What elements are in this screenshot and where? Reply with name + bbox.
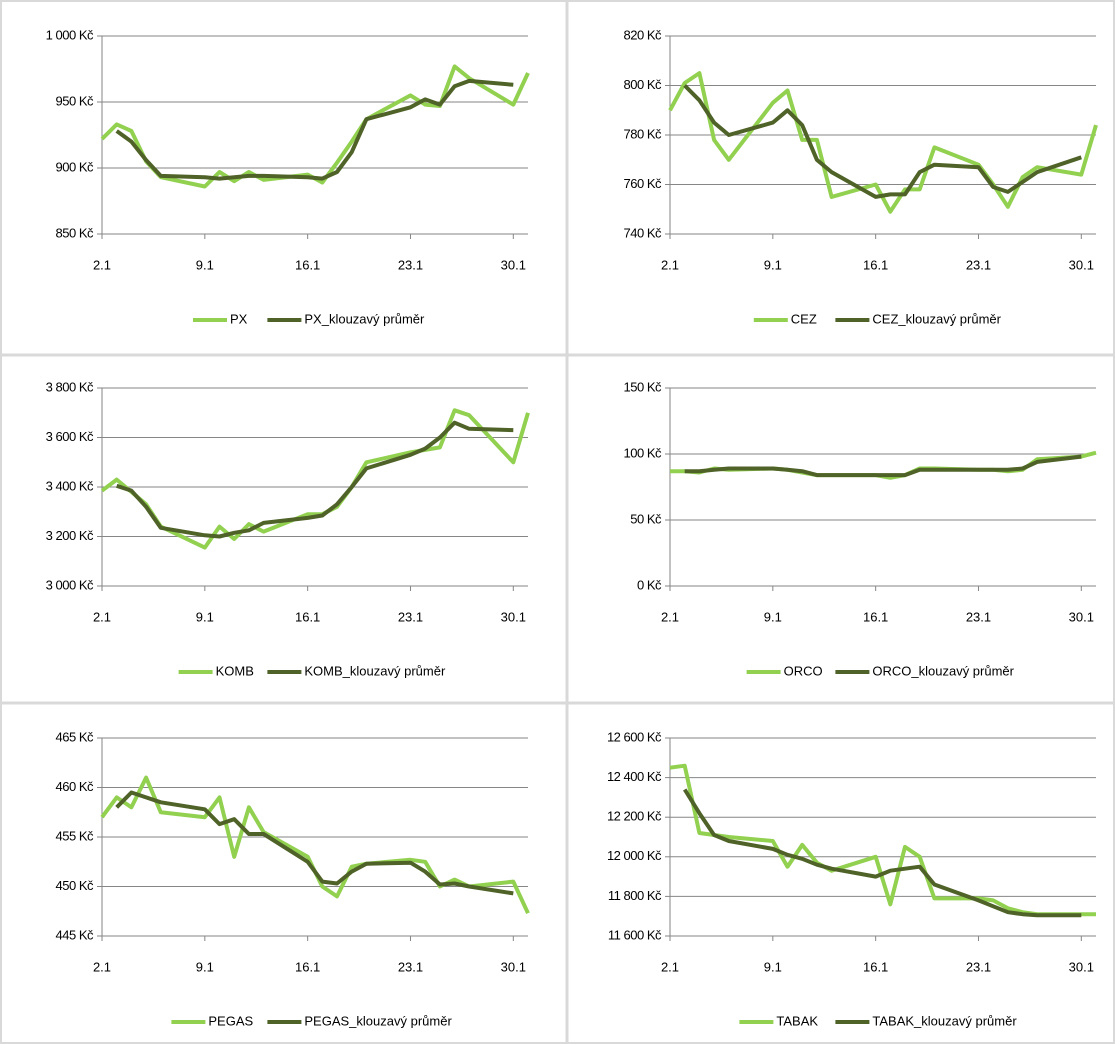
legend-label: TABAK xyxy=(776,1013,818,1028)
y-tick-label: 12 200 Kč xyxy=(607,809,662,824)
series-line xyxy=(116,420,514,539)
legend-label: KOMB xyxy=(216,663,254,678)
y-tick-label: 780 Kč xyxy=(624,126,662,141)
y-tick-label: 100 Kč xyxy=(624,445,662,460)
legend-label: KOMB_klouzavý průměr xyxy=(304,663,446,678)
legend-label: PX_klouzavý průměr xyxy=(304,311,425,326)
y-tick-label: 800 Kč xyxy=(624,77,662,92)
y-tick-label: 465 Kč xyxy=(56,729,94,744)
x-tick-label: 23.1 xyxy=(966,959,991,974)
x-tick-label: 30.1 xyxy=(501,257,526,272)
chart-panel: 850 Kč 900 Kč 950 Kč 1 000 Kč 2.1 9.1 16.1 23.1… xyxy=(46,27,530,326)
legend-label: PEGAS_klouzavý průměr xyxy=(304,1013,452,1028)
x-tick-label: 16.1 xyxy=(863,959,888,974)
x-tick-label: 9.1 xyxy=(196,959,214,974)
chart-panel: 11 600 Kč 11 800 Kč 12 000 Kč 12 200 Kč 12 4… xyxy=(607,729,1096,1028)
y-tick-label: 3 600 Kč xyxy=(46,429,94,444)
chart-panel: 445 Kč 450 Kč 455 Kč 460 Kč 465 Kč 2.1 9.1 16.1… xyxy=(56,729,530,1028)
legend-label: ORCO_klouzavý průměr xyxy=(872,663,1014,678)
x-tick-label: 2.1 xyxy=(93,257,111,272)
x-tick-label: 30.1 xyxy=(1069,609,1094,624)
x-tick-label: 9.1 xyxy=(764,609,782,624)
series-line xyxy=(115,78,514,181)
y-tick-label: 50 Kč xyxy=(630,511,662,526)
y-tick-label: 3 800 Kč xyxy=(46,379,94,394)
y-tick-label: 0 Kč xyxy=(637,577,662,592)
x-tick-label: 2.1 xyxy=(661,959,679,974)
series-line xyxy=(668,71,1098,214)
x-tick-label: 23.1 xyxy=(966,257,991,272)
legend-label: PX xyxy=(230,311,248,326)
series-line xyxy=(684,454,1082,478)
y-tick-label: 760 Kč xyxy=(624,176,662,191)
x-tick-label: 2.1 xyxy=(661,257,679,272)
y-tick-label: 3 400 Kč xyxy=(46,478,94,493)
y-tick-label: 850 Kč xyxy=(56,225,94,240)
legend-label: TABAK_klouzavý průměr xyxy=(872,1013,1017,1028)
y-tick-label: 11 600 Kč xyxy=(608,927,662,942)
chart-panel: 3 000 Kč 3 200 Kč 3 400 Kč 3 600 Kč 3 800 Kč… xyxy=(46,379,530,678)
series-line xyxy=(683,788,1082,918)
series-line xyxy=(115,790,514,896)
x-tick-label: 23.1 xyxy=(966,609,991,624)
y-tick-label: 450 Kč xyxy=(56,878,94,893)
x-tick-label: 16.1 xyxy=(295,257,320,272)
y-tick-label: 12 600 Kč xyxy=(607,729,662,744)
series-line xyxy=(683,84,1082,199)
x-tick-label: 30.1 xyxy=(1069,959,1094,974)
x-tick-label: 16.1 xyxy=(295,609,320,624)
legend-label: CEZ xyxy=(791,311,817,326)
x-tick-label: 23.1 xyxy=(398,609,423,624)
legend-label: CEZ_klouzavý průměr xyxy=(872,311,1001,326)
y-tick-label: 900 Kč xyxy=(56,159,94,174)
y-tick-label: 12 000 Kč xyxy=(607,848,662,863)
x-tick-label: 30.1 xyxy=(501,609,526,624)
y-tick-label: 12 400 Kč xyxy=(607,769,662,784)
x-tick-label: 9.1 xyxy=(196,609,214,624)
x-tick-label: 9.1 xyxy=(764,257,782,272)
x-tick-label: 16.1 xyxy=(863,609,888,624)
legend-label: ORCO xyxy=(784,663,823,678)
legend-label: PEGAS xyxy=(208,1013,253,1028)
x-tick-label: 9.1 xyxy=(196,257,214,272)
x-tick-label: 2.1 xyxy=(661,609,679,624)
x-tick-label: 2.1 xyxy=(93,959,111,974)
x-tick-label: 2.1 xyxy=(93,609,111,624)
y-tick-label: 11 800 Kč xyxy=(608,888,662,903)
y-tick-label: 150 Kč xyxy=(624,379,662,394)
x-tick-label: 23.1 xyxy=(398,959,423,974)
x-tick-label: 23.1 xyxy=(398,257,423,272)
x-tick-label: 16.1 xyxy=(295,959,320,974)
y-tick-label: 3 000 Kč xyxy=(46,577,94,592)
x-tick-label: 30.1 xyxy=(1069,257,1094,272)
y-tick-label: 1 000 Kč xyxy=(46,27,94,42)
x-tick-label: 30.1 xyxy=(501,959,526,974)
y-tick-label: 820 Kč xyxy=(624,27,662,42)
y-tick-label: 950 Kč xyxy=(56,93,94,108)
x-tick-label: 16.1 xyxy=(863,257,888,272)
chart-panel: 0 Kč 50 Kč 100 Kč 150 Kč 2.1 9.1 16.1 23.1 30.1 O… xyxy=(624,379,1097,678)
y-tick-label: 460 Kč xyxy=(56,779,94,794)
y-tick-label: 740 Kč xyxy=(624,225,662,240)
y-tick-label: 3 200 Kč xyxy=(46,528,94,543)
y-tick-label: 445 Kč xyxy=(56,927,94,942)
chart-panel: 740 Kč 760 Kč 780 Kč 800 Kč 820 Kč 2.1 9.1 16.1… xyxy=(624,27,1098,326)
x-tick-label: 9.1 xyxy=(764,959,782,974)
y-tick-label: 455 Kč xyxy=(56,828,94,843)
